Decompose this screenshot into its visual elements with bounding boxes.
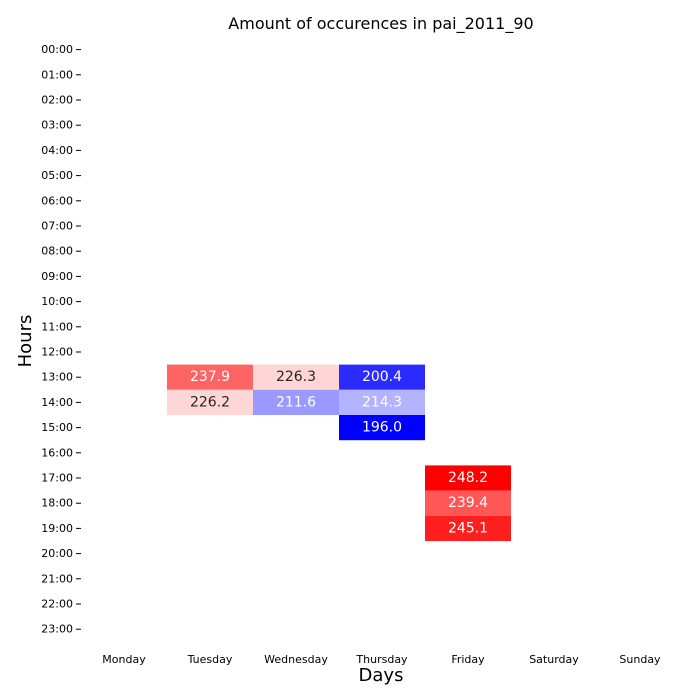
y-tick-label: 00:00: [41, 43, 73, 56]
y-axis-label: Hours: [15, 315, 36, 368]
heatmap-cell: [167, 364, 253, 390]
cell-value-label: 211.6: [276, 394, 316, 410]
heatmap-cell: [425, 465, 511, 491]
y-tick-label: 01:00: [41, 68, 73, 81]
heatmap-cell: [167, 389, 253, 415]
y-tick-label: 20:00: [41, 547, 73, 560]
y-tick-label: 19:00: [41, 522, 73, 535]
heatmap-cell: [339, 415, 425, 441]
cell-value-label: 196.0: [362, 420, 402, 436]
heatmap-cells: 237.9 226.3 200.4 226.2 211.6 214.3 196.0 248.2…: [167, 364, 511, 541]
cell-value-label: 245.1: [448, 520, 488, 536]
y-tick-label: 08:00: [41, 245, 73, 258]
cell-value-label: 226.3: [276, 369, 316, 385]
y-tick-label: 05:00: [41, 169, 73, 182]
x-axis-label: Days: [359, 665, 404, 686]
heatmap-cell: [425, 490, 511, 516]
x-tick-label: Tuesday: [187, 653, 233, 666]
heatmap-cell: [253, 364, 339, 390]
cell-value-label: 237.9: [190, 369, 230, 385]
y-tick-label: 03:00: [41, 119, 73, 132]
y-axis-ticks: 00:00 01:00 02:00 03:00 04:00 05:00 06:00 07:00…: [41, 43, 81, 636]
y-tick-label: 17:00: [41, 472, 73, 485]
y-tick-label: 21:00: [41, 572, 73, 585]
cell-value-label: 239.4: [448, 495, 488, 511]
chart-title: Amount of occurences in pai_2011_90: [228, 14, 533, 34]
y-tick-label: 15:00: [41, 421, 73, 434]
y-tick-label: 18:00: [41, 497, 73, 510]
y-tick-label: 06:00: [41, 194, 73, 207]
x-tick-label: Monday: [102, 653, 146, 666]
y-tick-label: 10:00: [41, 295, 73, 308]
x-tick-label: Thursday: [355, 653, 408, 666]
heatmap-cell: [339, 389, 425, 415]
y-tick-label: 09:00: [41, 270, 73, 283]
x-tick-label: Sunday: [619, 653, 661, 666]
x-axis-ticks: Monday Tuesday Wednesday Thursday Friday Satu…: [102, 653, 661, 666]
x-tick-label: Friday: [451, 653, 485, 666]
y-tick-label: 02:00: [41, 94, 73, 107]
y-tick-label: 13:00: [41, 371, 73, 384]
y-tick-label: 23:00: [41, 623, 73, 636]
y-tick-label: 11:00: [41, 320, 73, 333]
cell-value-label: 226.2: [190, 394, 230, 410]
heatmap-cell: [339, 364, 425, 390]
x-tick-label: Saturday: [529, 653, 579, 666]
heatmap-cell: [425, 515, 511, 541]
y-tick-label: 16:00: [41, 446, 73, 459]
cell-value-label: 200.4: [362, 369, 402, 385]
x-tick-label: Wednesday: [264, 653, 328, 666]
y-tick-label: 14:00: [41, 396, 73, 409]
y-tick-label: 07:00: [41, 220, 73, 233]
cell-value-label: 214.3: [362, 394, 402, 410]
heatmap-cell: [253, 389, 339, 415]
y-tick-label: 22:00: [41, 598, 73, 611]
y-tick-label: 04:00: [41, 144, 73, 157]
cell-value-label: 248.2: [448, 470, 488, 486]
y-tick-label: 12:00: [41, 346, 73, 359]
